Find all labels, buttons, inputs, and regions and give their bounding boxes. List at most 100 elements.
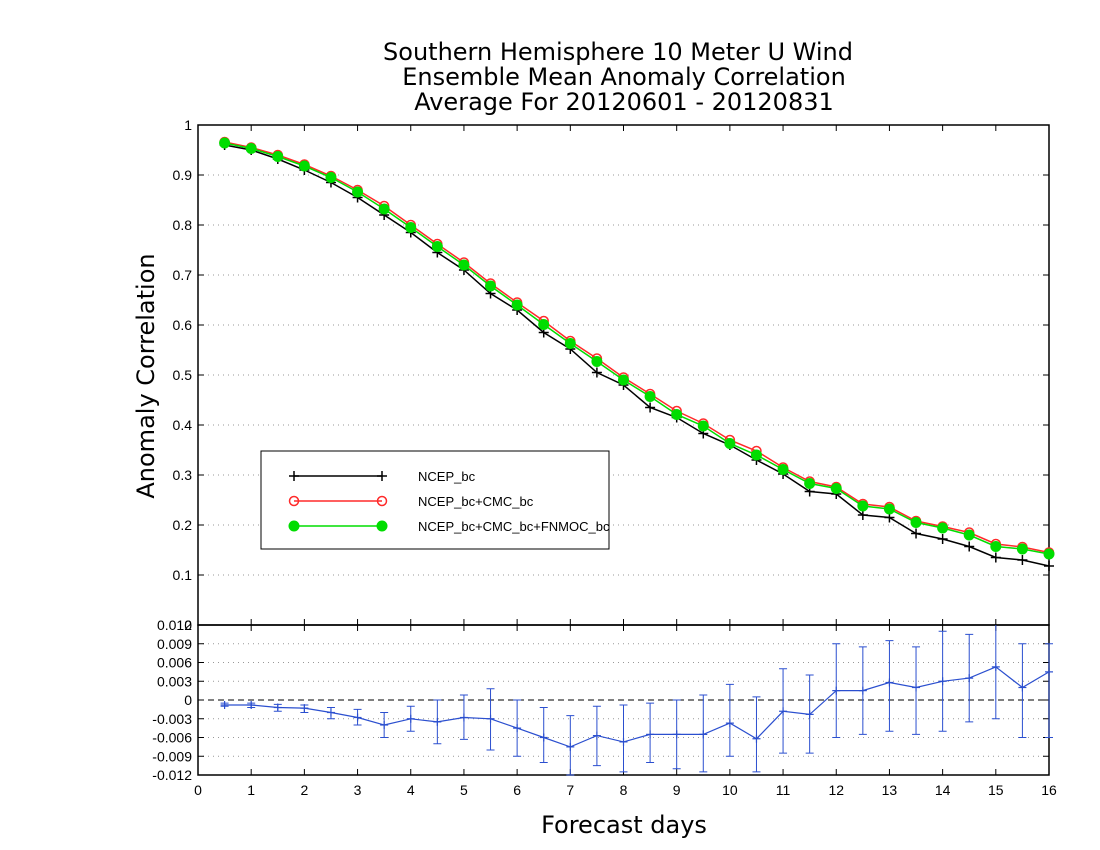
data-point-2	[431, 241, 443, 252]
bottom-y-tick-label: -0.012	[152, 767, 192, 783]
difference-point	[592, 731, 601, 740]
x-tick-label: 13	[882, 782, 898, 798]
error-bar	[991, 625, 1000, 720]
data-point-2	[458, 259, 470, 271]
legend-box	[260, 450, 610, 550]
data-point-2	[883, 503, 895, 515]
data-point-2	[511, 299, 523, 311]
y-axis-label: Anomaly Correlation	[132, 253, 160, 498]
x-tick-label: 11	[776, 782, 791, 798]
x-axis-label: Forecast days	[541, 811, 707, 839]
chart-title-line-2: Ensemble Mean Anomaly Correlation	[402, 63, 846, 91]
difference-point	[832, 686, 841, 695]
data-point-2	[591, 356, 603, 367]
x-tick-label: 6	[513, 782, 521, 798]
bottom-y-tick-label: 0.003	[157, 673, 192, 689]
top-y-tick-label: 0.3	[173, 467, 193, 483]
difference-point	[672, 730, 681, 739]
error-bar	[1045, 643, 1053, 738]
data-point-2	[777, 464, 789, 475]
difference-point	[725, 719, 734, 728]
data-point-2	[538, 319, 550, 330]
legend: NCEP_bc NCEP_bc+CMC_bc NCEP_bc+CMC_bc+FNMO…	[260, 450, 610, 550]
data-point-2	[272, 151, 284, 162]
x-tick-label: 7	[566, 782, 574, 798]
top-y-tick-label: 0.5	[173, 367, 193, 383]
top-y-tick-label: 0.4	[173, 417, 193, 433]
difference-point	[326, 708, 335, 717]
data-point-2	[298, 160, 310, 172]
difference-point	[912, 683, 921, 692]
legend-marker-0	[377, 471, 387, 481]
difference-point	[991, 662, 1000, 671]
data-point-2	[485, 280, 497, 292]
legend-label-0: NCEP_bc	[418, 469, 476, 484]
difference-point	[406, 714, 415, 723]
bottom-y-tick-label: 0.006	[157, 655, 192, 671]
data-point-2	[1016, 543, 1028, 555]
data-point-2	[697, 420, 709, 432]
difference-point	[433, 717, 442, 726]
x-tick-label: 2	[300, 782, 308, 798]
top-y-tick-label: 0.6	[173, 317, 193, 333]
top-y-tick-label: 0.2	[173, 517, 193, 533]
data-point-2	[219, 137, 231, 149]
data-point-2	[804, 478, 816, 489]
legend-marker-2	[376, 520, 388, 532]
difference-point	[965, 674, 974, 683]
bottom-y-tick-label: 0	[184, 692, 192, 708]
data-point-2	[405, 222, 417, 233]
data-point-0	[911, 528, 922, 539]
data-point-0	[591, 367, 602, 378]
data-point-2	[910, 517, 922, 528]
bottom-y-tick-label: 0.012	[157, 617, 192, 633]
legend-marker-2	[288, 520, 300, 532]
bottom-y-tick-label: 0.009	[157, 636, 192, 652]
data-point-0	[937, 534, 948, 544]
data-point-2	[618, 374, 629, 386]
difference-point	[380, 721, 389, 729]
difference-point	[539, 733, 548, 742]
difference-point	[220, 701, 229, 709]
data-point-0	[964, 541, 975, 552]
series-line-0	[224, 144, 1050, 567]
data-point-2	[671, 409, 683, 420]
divider-zero-label: 0	[184, 617, 192, 633]
data-point-0	[857, 510, 868, 520]
data-point-2	[1043, 548, 1055, 560]
error-bar	[752, 696, 761, 773]
difference-point	[1018, 683, 1027, 692]
difference-point	[619, 737, 628, 746]
legend-marker-1	[288, 495, 300, 507]
x-tick-label: 3	[354, 782, 362, 798]
data-point-2	[857, 500, 869, 512]
legend-label-1: NCEP_bc+CMC_bc	[418, 494, 534, 509]
data-point-0	[1044, 561, 1054, 571]
x-tick-label: 8	[620, 782, 628, 798]
x-tick-label: 9	[673, 782, 681, 798]
difference-point	[273, 703, 282, 712]
top-y-tick-label: 0.9	[173, 167, 193, 183]
bottom-panel: -0.012 -0.009 -0.006 -0.003 0 0.003 0.006 0.009…	[152, 617, 1057, 798]
bottom-y-tick-label: -0.009	[152, 748, 192, 764]
legend-label-2: NCEP_bc+CMC_bc+FNMOC_bc	[418, 519, 610, 534]
difference-point	[699, 730, 708, 739]
top-y-tick-label: 0.1	[173, 567, 193, 583]
difference-point	[247, 701, 256, 709]
data-point-2	[378, 203, 390, 215]
legend-marker-0	[289, 471, 299, 481]
difference-point	[938, 677, 947, 686]
bottom-y-tick-label: -0.003	[152, 711, 192, 727]
x-tick-label: 4	[407, 782, 415, 798]
legend-marker-1	[376, 495, 388, 507]
top-panel: 0.1 0.2 0.3 0.4 0.5 0.6 0.7 0.8 0.9 1	[173, 117, 1055, 626]
x-tick-label: 10	[722, 782, 738, 798]
x-tick-label: 1	[247, 782, 255, 798]
difference-line	[224, 666, 1050, 748]
data-point-2	[644, 391, 656, 402]
top-y-tick-label: 0.8	[173, 217, 193, 233]
difference-point	[779, 707, 788, 716]
x-tick-label: 0	[194, 782, 202, 798]
difference-point	[566, 742, 575, 751]
